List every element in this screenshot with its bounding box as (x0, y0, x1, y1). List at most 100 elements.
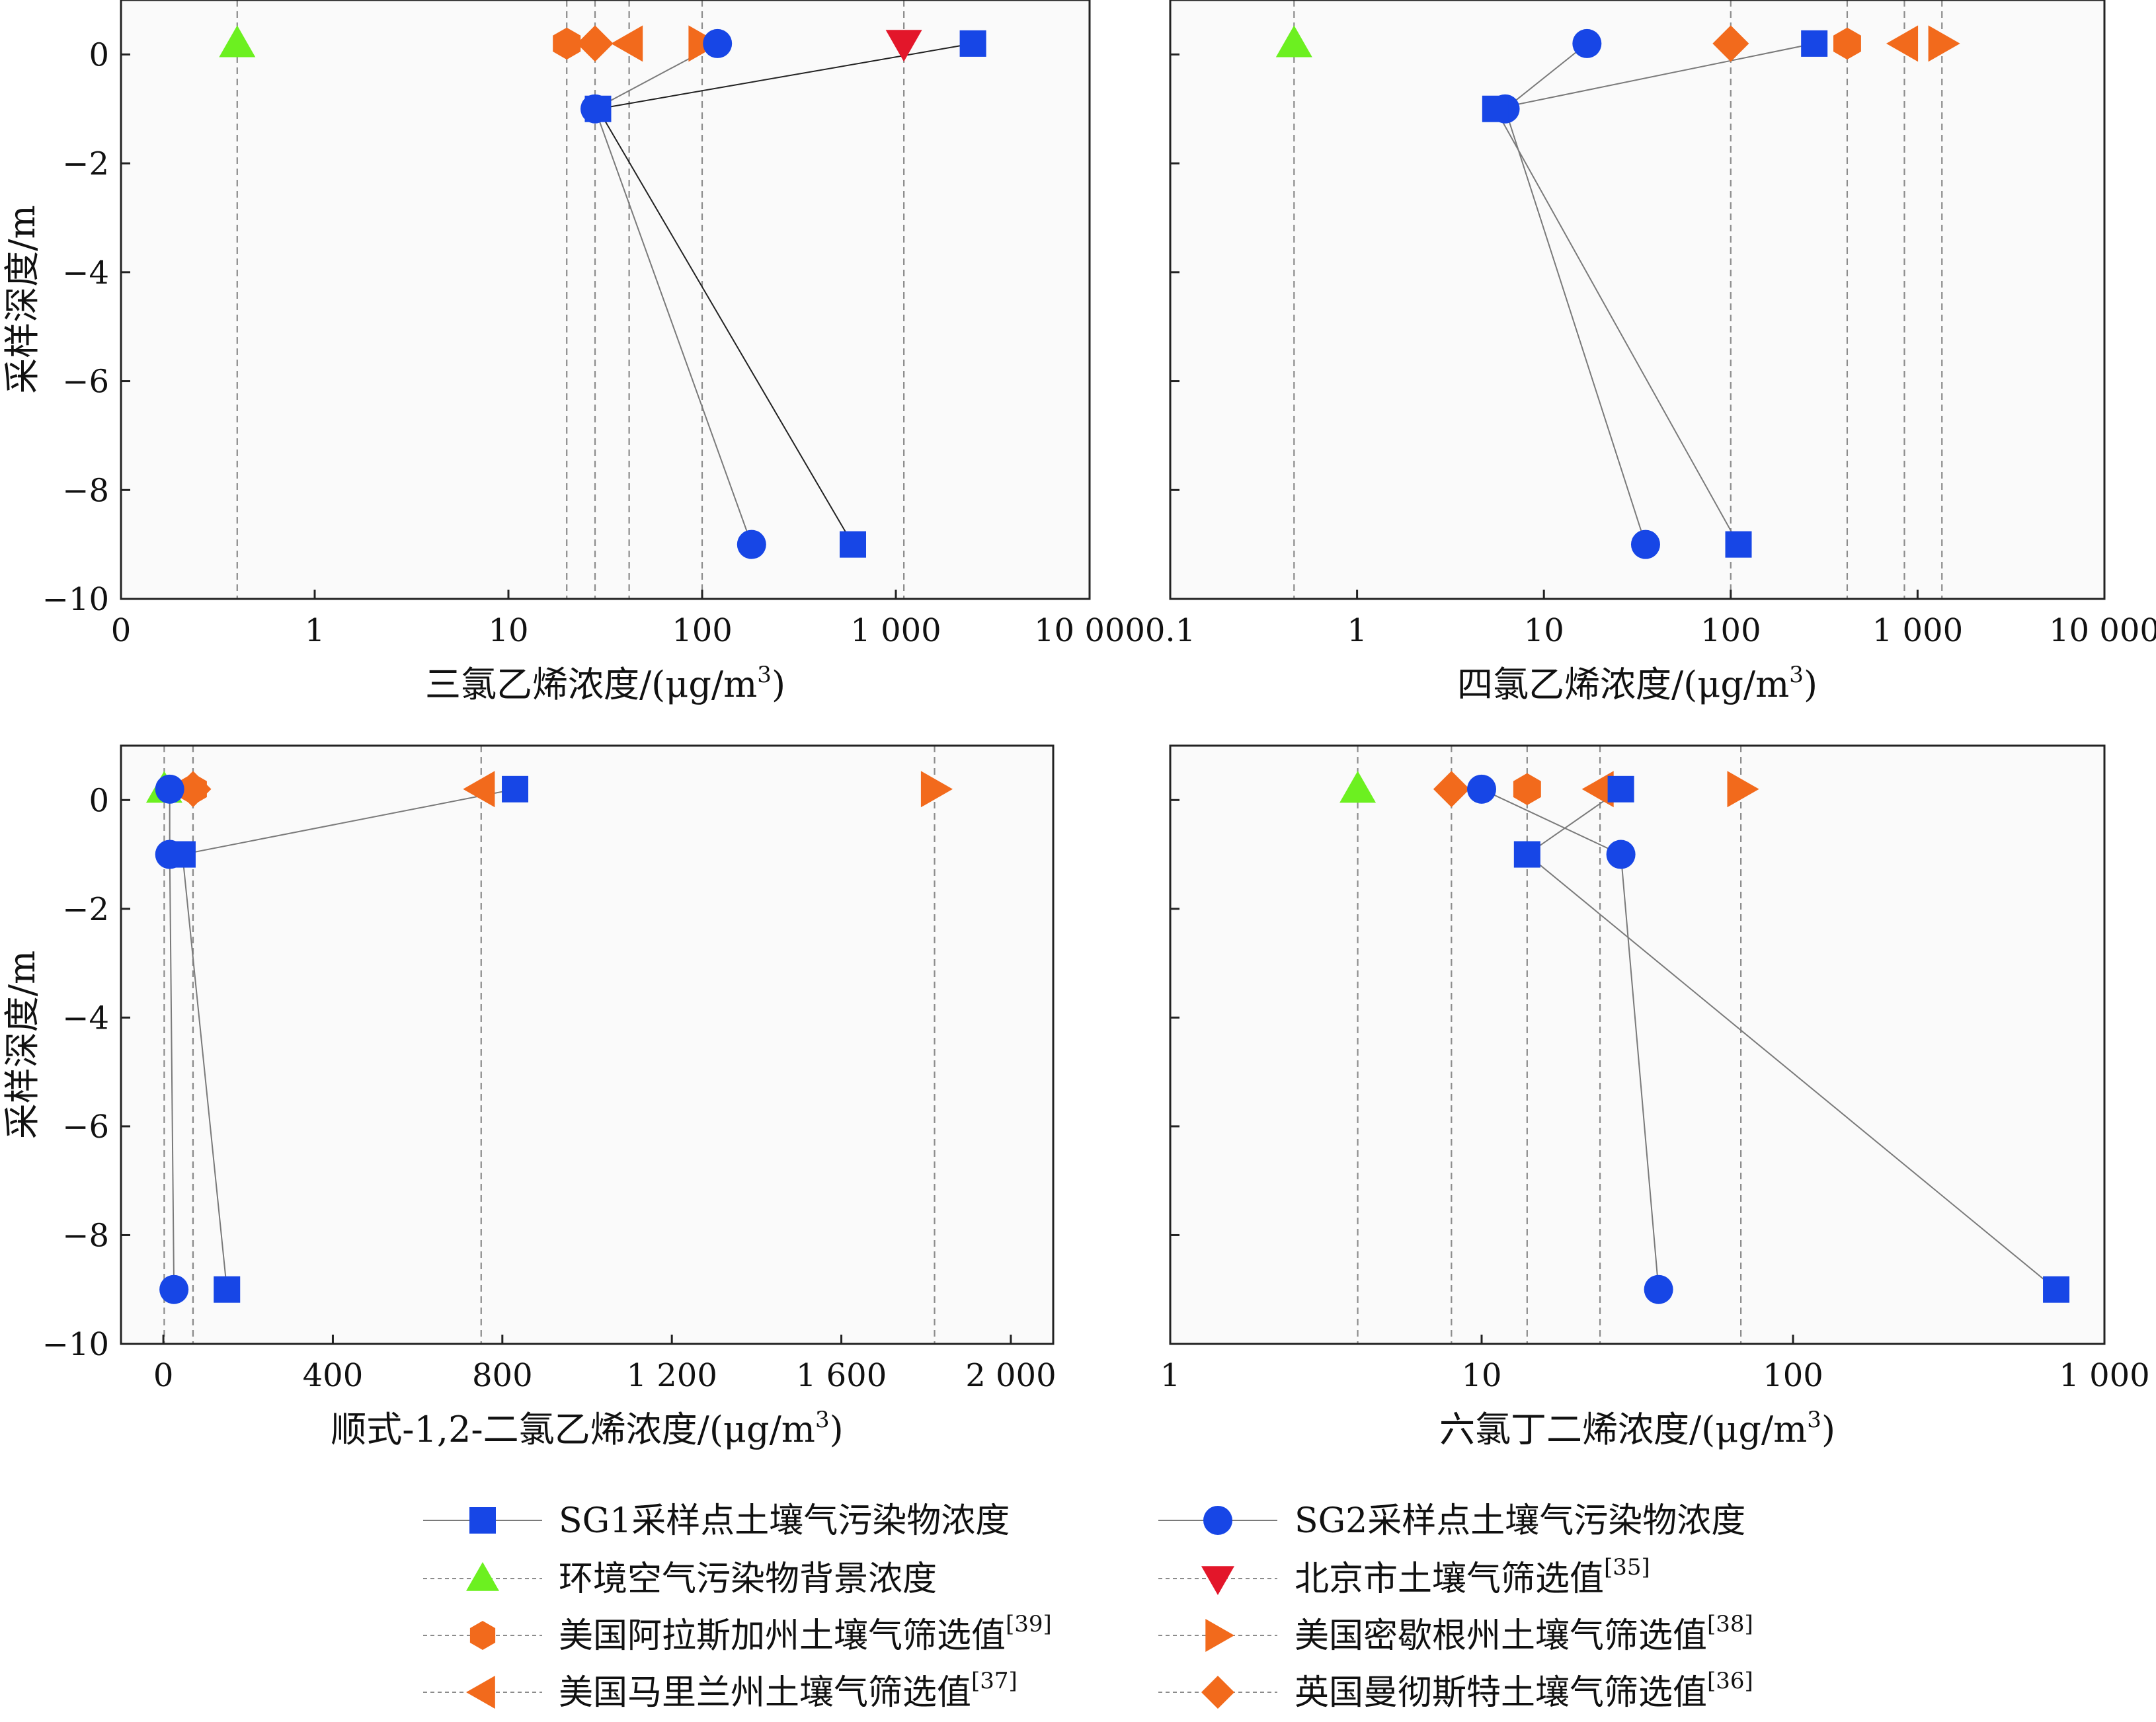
sg1-point (2043, 1276, 2070, 1303)
sg2-point (1467, 774, 1496, 804)
screening-marker-uk (1712, 25, 1749, 62)
x-tick-label: 10 000 (1034, 612, 1145, 649)
panel-cis-dichloroethylene: 0 400 800 1 200 1 600 2 000 0 −2 −4 −6 −8 −10 顺式-1,2… (1, 744, 1057, 1450)
sg1-point (502, 775, 529, 802)
plot-area (121, 0, 1090, 599)
panel-trichloroethylene: 0 1 10 100 1 000 10 000 0 −2 −4 −6 −8 −10 三氯乙烯浓度/(μg… (1, 0, 1145, 705)
legend-label-alaska: 美国阿拉斯加州土壤气筛选值[39] (559, 1611, 1052, 1656)
screening-marker-michigan (920, 771, 953, 808)
y-tick-label: −4 (62, 999, 109, 1037)
legend-label-uk: 英国曼彻斯特土壤气筛选值[36] (1295, 1668, 1753, 1713)
legend-label-sg2: SG2采样点土壤气污染物浓度 (1295, 1501, 1745, 1541)
x-tick-label: 1 (1160, 1357, 1181, 1394)
y-tick-label: −6 (62, 364, 109, 401)
sg2-point (1630, 529, 1660, 559)
legend-marker-sg2 (1203, 1506, 1232, 1535)
legend-marker-maryland (466, 1676, 495, 1709)
x-tick-label: 10 000 (2049, 612, 2156, 649)
x-tick-label: 10 (1524, 612, 1564, 649)
legend-label-sg1: SG1采样点土壤气污染物浓度 (559, 1501, 1010, 1541)
screening-marker-michigan (1727, 771, 1759, 808)
y-axis-title: 采样深度/m (1, 205, 43, 393)
legend-marker-beijing (1201, 1566, 1234, 1595)
legend-label-beijing: 北京市土壤气筛选值[35] (1295, 1554, 1650, 1599)
sg2-point (159, 1274, 189, 1304)
x-tick-label: 100 (1700, 612, 1761, 649)
screening-marker-maryland (463, 771, 495, 808)
legend-label-maryland: 美国马里兰州土壤气筛选值[37] (559, 1668, 1018, 1713)
sg1-point (1725, 531, 1752, 558)
x-tick-label: 1 (1347, 612, 1367, 649)
screening-marker-uk (577, 25, 614, 62)
sg1-point (1801, 30, 1828, 57)
panel-hexachlorobutadiene: 1 10 100 1 000 六氯丁二烯浓度/(μg/m3) (1160, 744, 2150, 1450)
x-tick-label: 100 (1763, 1357, 1823, 1394)
x-tick-label: 0 (153, 1357, 174, 1394)
x-tick-label: 0 (111, 612, 132, 649)
screening-marker-background (1275, 25, 1312, 58)
x-tick-label: 0.1 (1145, 612, 1195, 649)
x-tick-label: 10 (1461, 1357, 1501, 1394)
y-tick-label: −8 (62, 472, 109, 509)
screening-marker-uk (175, 771, 212, 808)
sg1-point (839, 531, 866, 558)
y-tick-label: 0 (89, 782, 109, 819)
x-tick-label: 1 000 (2059, 1357, 2149, 1394)
sg1-point (584, 95, 612, 122)
screening-marker-alaska (1513, 773, 1541, 805)
legend-marker-sg1 (469, 1507, 496, 1534)
screening-marker-maryland (1886, 25, 1919, 62)
y-tick-label: −8 (62, 1217, 109, 1254)
screening-marker-maryland (1581, 771, 1614, 808)
x-tick-label: 1 000 (1872, 612, 1963, 649)
sg2-point (1644, 1274, 1673, 1304)
x-tick-label: 100 (672, 612, 733, 649)
plot-area (1170, 0, 2104, 599)
plot-area (121, 746, 1053, 1344)
y-axis-title: 采样深度/m (1, 951, 43, 1139)
sg2-point (1606, 840, 1636, 869)
x-tick-label: 400 (303, 1357, 364, 1394)
y-tick-label: −2 (62, 145, 109, 182)
legend-marker-alaska (469, 1621, 496, 1650)
x-axis-title: 四氯乙烯浓度/(μg/m3) (1457, 662, 1817, 705)
sg2-point (737, 529, 766, 559)
screening-marker-background (219, 25, 256, 58)
x-tick-label: 800 (472, 1357, 533, 1394)
screening-marker-michigan (1928, 25, 1960, 62)
y-tick-label: −4 (62, 254, 109, 292)
screening-marker-alaska (553, 27, 581, 60)
plot-frame (1169, 0, 2106, 600)
y-tick-label: −6 (62, 1109, 109, 1146)
sg1-point (1607, 775, 1634, 802)
x-tick-label: 1 600 (796, 1357, 887, 1394)
sg2-point (703, 28, 733, 58)
screening-marker-alaska (1833, 27, 1861, 60)
sg2-point (155, 774, 184, 804)
x-axis-title: 六氯丁二烯浓度/(μg/m3) (1439, 1407, 1835, 1450)
y-tick-label: 0 (89, 36, 109, 73)
y-tick-label: −2 (62, 891, 109, 928)
y-tick-label: −10 (42, 1326, 109, 1363)
sg1-point (959, 30, 986, 57)
legend-marker-michigan (1205, 1619, 1234, 1652)
sg1-point (169, 841, 196, 868)
sg2-point (1572, 28, 1602, 58)
screening-marker-background (1339, 771, 1377, 803)
legend-label-background: 环境空气污染物背景浓度 (559, 1559, 937, 1599)
screening-marker-maryland (611, 25, 643, 62)
x-axis-title: 三氯乙烯浓度/(μg/m3) (425, 662, 785, 705)
x-tick-label: 1 200 (626, 1357, 717, 1394)
sg1-point (1482, 95, 1509, 122)
screening-marker-uk (1433, 771, 1470, 808)
legend-label-michigan: 美国密歇根州土壤气筛选值[38] (1295, 1611, 1753, 1656)
x-tick-label: 2 000 (965, 1357, 1056, 1394)
sg1-point (1513, 841, 1540, 868)
screening-marker-beijing (885, 30, 922, 62)
legend-marker-background (466, 1562, 499, 1591)
y-tick-label: −10 (42, 581, 109, 618)
x-axis-title: 顺式-1,2-二氯乙烯浓度/(μg/m3) (331, 1407, 843, 1450)
plot-frame (1169, 744, 2106, 1345)
